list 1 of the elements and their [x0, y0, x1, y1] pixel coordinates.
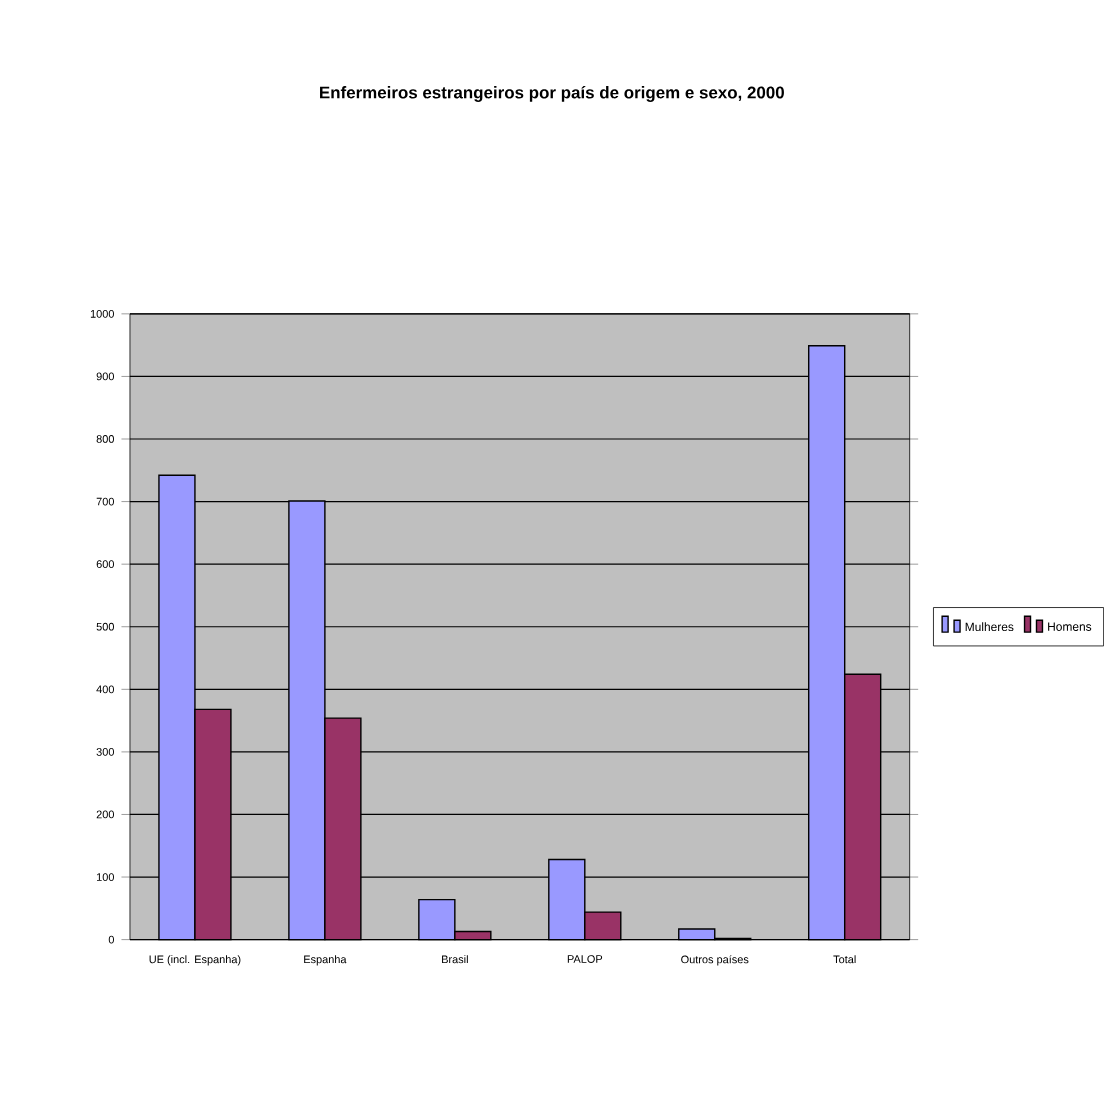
chart-title: Enfermeiros estrangeiros por país de origem e sexo, 2000 [320, 86, 784, 103]
